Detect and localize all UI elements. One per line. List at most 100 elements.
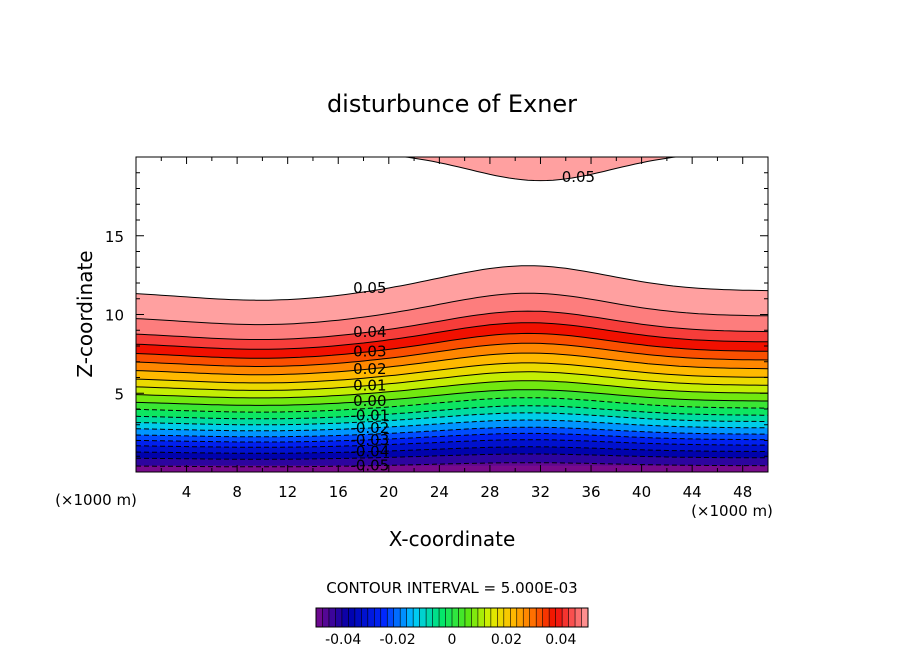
contour-line bbox=[136, 362, 768, 384]
contour-line bbox=[136, 462, 768, 468]
y-tick-label: 10 bbox=[105, 307, 124, 325]
colorbar-segment bbox=[439, 608, 447, 627]
y-axis-label: Z-coordinate bbox=[73, 250, 97, 377]
colorbar-segment bbox=[380, 608, 388, 627]
colorbar-segment bbox=[419, 608, 427, 627]
x-unit-label: (×1000 m) bbox=[691, 502, 773, 520]
colorbar-segment bbox=[497, 608, 505, 627]
colorbar-segment bbox=[464, 608, 472, 627]
colorbar-segment bbox=[316, 608, 323, 627]
contour-lines bbox=[136, 157, 768, 468]
colorbar-segment bbox=[426, 608, 434, 627]
contour-labels: 0.050.050.040.030.020.010.00-0.01-0.02-0… bbox=[350, 168, 595, 475]
contour-line bbox=[136, 322, 768, 350]
colorbar-segment bbox=[348, 608, 356, 627]
contour-line bbox=[136, 397, 768, 413]
contour-line bbox=[136, 412, 768, 426]
colorbar-segment bbox=[374, 608, 382, 627]
contour-interval-label: CONTOUR INTERVAL = 5.000E-03 bbox=[326, 579, 577, 597]
colorbar-segment bbox=[536, 608, 544, 627]
colorbar-segment bbox=[510, 608, 518, 627]
x-tick-label: 28 bbox=[480, 483, 499, 501]
colorbar-segment bbox=[549, 608, 557, 627]
colorbar-segment bbox=[413, 608, 421, 627]
colorbar-segment bbox=[581, 608, 589, 627]
colorbar-segment bbox=[471, 608, 479, 627]
contour-line bbox=[136, 389, 768, 406]
contour-label: 0.03 bbox=[353, 343, 386, 361]
x-tick-label: 44 bbox=[683, 483, 702, 501]
contour-line bbox=[136, 432, 768, 443]
x-axis: 4 8 12 16 20 24 28 32 36 40 44 48 bbox=[160, 157, 752, 501]
colorbar-tick-label: 0 bbox=[448, 632, 457, 648]
contour-line bbox=[136, 405, 768, 420]
colorbar-segment bbox=[406, 608, 414, 627]
colorbar-segment bbox=[452, 608, 459, 627]
contour-line bbox=[136, 332, 768, 359]
colorbar-tick-label: -0.02 bbox=[379, 632, 415, 648]
colorbar bbox=[315, 607, 589, 628]
contour-label: 0.05 bbox=[353, 279, 386, 297]
x-tick-label: 4 bbox=[182, 483, 192, 501]
contour-line bbox=[136, 419, 768, 432]
colorbar-segment bbox=[393, 608, 401, 627]
colorbar-segment bbox=[432, 608, 440, 627]
contour-label: 0.00 bbox=[353, 392, 386, 410]
y-tick-label: 15 bbox=[105, 228, 124, 246]
contour-line bbox=[136, 446, 768, 454]
colorbar-segment bbox=[575, 608, 583, 627]
contour-label: 0.04 bbox=[353, 323, 386, 341]
x-tick-label: 8 bbox=[232, 483, 242, 501]
contour-label: 0.02 bbox=[353, 360, 386, 378]
colorbar-segment bbox=[568, 608, 576, 627]
colorbar-segment bbox=[477, 608, 485, 627]
colorbar-segment bbox=[555, 608, 563, 627]
contour-line bbox=[136, 380, 768, 399]
contour-line bbox=[136, 292, 768, 326]
colorbar-segment bbox=[503, 608, 511, 627]
contour-line bbox=[136, 439, 768, 448]
contour-band bbox=[136, 465, 768, 472]
contour-label: -0.04 bbox=[350, 443, 389, 461]
colorbar-segment bbox=[542, 608, 550, 627]
x-tick-label: 16 bbox=[329, 483, 348, 501]
contour-label: -0.01 bbox=[350, 406, 389, 424]
x-tick-label: 12 bbox=[278, 483, 297, 501]
colorbar-segment bbox=[445, 608, 453, 627]
x-tick-label: 24 bbox=[430, 483, 449, 501]
x-tick-label: 32 bbox=[531, 483, 550, 501]
colorbar-segment bbox=[458, 608, 466, 627]
contour-line bbox=[136, 310, 768, 340]
colorbar-segment bbox=[400, 608, 408, 627]
colorbar-segment bbox=[516, 608, 524, 627]
colorbar-segment bbox=[322, 608, 330, 627]
contour-label: 0.05 bbox=[562, 168, 595, 186]
x-tick-label: 48 bbox=[733, 483, 752, 501]
colorbar-segment bbox=[484, 608, 492, 627]
colorbar-segment bbox=[529, 608, 537, 627]
colorbar-segment bbox=[387, 608, 395, 627]
colorbar-segment bbox=[367, 608, 375, 627]
x-tick-label: 40 bbox=[632, 483, 651, 501]
x-tick-label: 36 bbox=[581, 483, 600, 501]
chart-title: disturbunce of Exner bbox=[327, 90, 577, 118]
contour-line bbox=[136, 265, 768, 301]
y-unit-label: (×1000 m) bbox=[55, 491, 137, 509]
colorbar-segment bbox=[354, 608, 362, 627]
contour-line bbox=[136, 342, 768, 367]
colorbar-segment bbox=[361, 608, 369, 627]
upper-contour-band bbox=[405, 157, 676, 181]
contour-line bbox=[136, 426, 768, 438]
colorbar-segment bbox=[328, 608, 336, 627]
contour-line bbox=[136, 371, 768, 391]
colorbar-tick-labels: -0.04 -0.02 0 0.02 0.04 bbox=[325, 632, 576, 648]
x-tick-label: 20 bbox=[379, 483, 398, 501]
colorbar-tick-label: 0.02 bbox=[491, 632, 522, 648]
y-tick-label: 5 bbox=[114, 385, 124, 403]
colorbar-segment bbox=[341, 608, 349, 627]
contour-label: -0.05 bbox=[350, 457, 389, 475]
y-axis: 5 10 15 bbox=[105, 172, 768, 457]
x-axis-label: X-coordinate bbox=[389, 527, 516, 551]
colorbar-segment bbox=[562, 608, 570, 627]
